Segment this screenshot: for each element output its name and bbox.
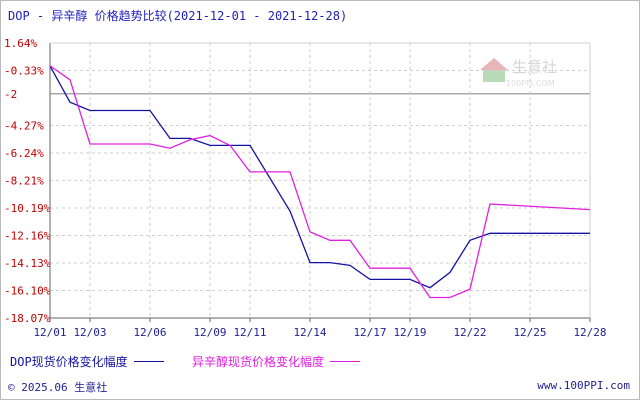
chart-title: DOP - 异辛醇 价格趋势比较(2021-12-01 - 2021-12-28… [8, 9, 348, 23]
legend-item-octanol: 异辛醇现货价格变化幅度 [192, 353, 361, 370]
x-tick-label: 12/09 [193, 326, 226, 339]
legend-swatch-dop [133, 361, 164, 362]
copyright-text: © 2025.06 生意社 [8, 381, 108, 394]
watermark-house-icon [480, 58, 508, 70]
x-tick-label: 12/17 [353, 326, 386, 339]
y-tick-label: -0.33% [4, 64, 44, 77]
y-tick-label: -14.13% [4, 257, 51, 270]
x-tick-label: 12/11 [233, 326, 266, 339]
x-tick-label: 12/19 [393, 326, 426, 339]
x-tick-label: 12/22 [453, 326, 486, 339]
x-tick-label: 12/25 [513, 326, 546, 339]
watermark-subtext: 100PPI.COM [506, 79, 555, 88]
y-tick-label: -18.07% [4, 312, 51, 325]
y-tick-label: -2 [4, 88, 17, 101]
y-tick-label: -8.21% [4, 174, 44, 187]
x-tick-label: 12/01 [33, 326, 66, 339]
x-tick-label: 12/06 [133, 326, 166, 339]
series-line-dop [49, 65, 590, 289]
series-line-octanol [49, 65, 591, 299]
site-link[interactable]: www.100PPI.com [537, 379, 630, 392]
y-tick-label: -16.10% [4, 285, 51, 298]
x-tick-label: 12/14 [293, 326, 326, 339]
legend-swatch-octanol [330, 361, 361, 362]
legend-item-dop: DOP现货价格变化幅度 [10, 353, 164, 370]
watermark-house-body [483, 70, 505, 82]
watermark-logo: 生意社 100PPI.COM [480, 58, 557, 88]
x-tick-label: 12/28 [573, 326, 606, 339]
y-tick-label: -12.16% [4, 230, 51, 243]
legend-label-octanol: 异辛醇现货价格变化幅度 [192, 355, 325, 369]
y-tick-label: -4.27% [4, 119, 44, 132]
y-tick-label: -10.19% [4, 202, 51, 215]
watermark-text: 生意社 [512, 58, 557, 76]
y-tick-label: -6.24% [4, 147, 44, 160]
x-tick-label: 12/03 [73, 326, 106, 339]
legend-label-dop: DOP现货价格变化幅度 [10, 355, 128, 369]
y-tick-label: 1.64% [4, 37, 37, 50]
